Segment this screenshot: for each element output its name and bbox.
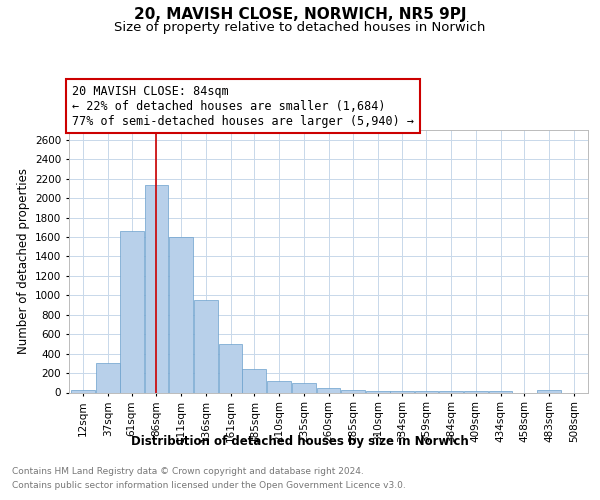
Bar xyxy=(292,383,316,392)
Bar xyxy=(267,381,291,392)
Bar xyxy=(120,230,143,392)
Bar xyxy=(390,390,413,392)
Bar xyxy=(71,390,95,392)
Text: Contains HM Land Registry data © Crown copyright and database right 2024.: Contains HM Land Registry data © Crown c… xyxy=(12,468,364,476)
Text: 20, MAVISH CLOSE, NORWICH, NR5 9PJ: 20, MAVISH CLOSE, NORWICH, NR5 9PJ xyxy=(134,8,466,22)
Bar xyxy=(537,390,561,392)
Bar xyxy=(366,390,390,392)
Bar xyxy=(317,388,340,392)
Text: Distribution of detached houses by size in Norwich: Distribution of detached houses by size … xyxy=(131,435,469,448)
Bar xyxy=(439,390,463,392)
Bar xyxy=(464,390,488,392)
Bar xyxy=(145,186,168,392)
Bar xyxy=(219,344,242,393)
Text: Contains public sector information licensed under the Open Government Licence v3: Contains public sector information licen… xyxy=(12,481,406,490)
Bar xyxy=(169,237,193,392)
Bar xyxy=(242,369,266,392)
Y-axis label: Number of detached properties: Number of detached properties xyxy=(17,168,29,354)
Bar xyxy=(194,300,218,392)
Text: 20 MAVISH CLOSE: 84sqm
← 22% of detached houses are smaller (1,684)
77% of semi-: 20 MAVISH CLOSE: 84sqm ← 22% of detached… xyxy=(72,84,414,128)
Bar xyxy=(415,390,438,392)
Bar xyxy=(341,390,365,392)
Bar xyxy=(96,364,120,392)
Text: Size of property relative to detached houses in Norwich: Size of property relative to detached ho… xyxy=(115,21,485,34)
Bar xyxy=(489,390,512,392)
